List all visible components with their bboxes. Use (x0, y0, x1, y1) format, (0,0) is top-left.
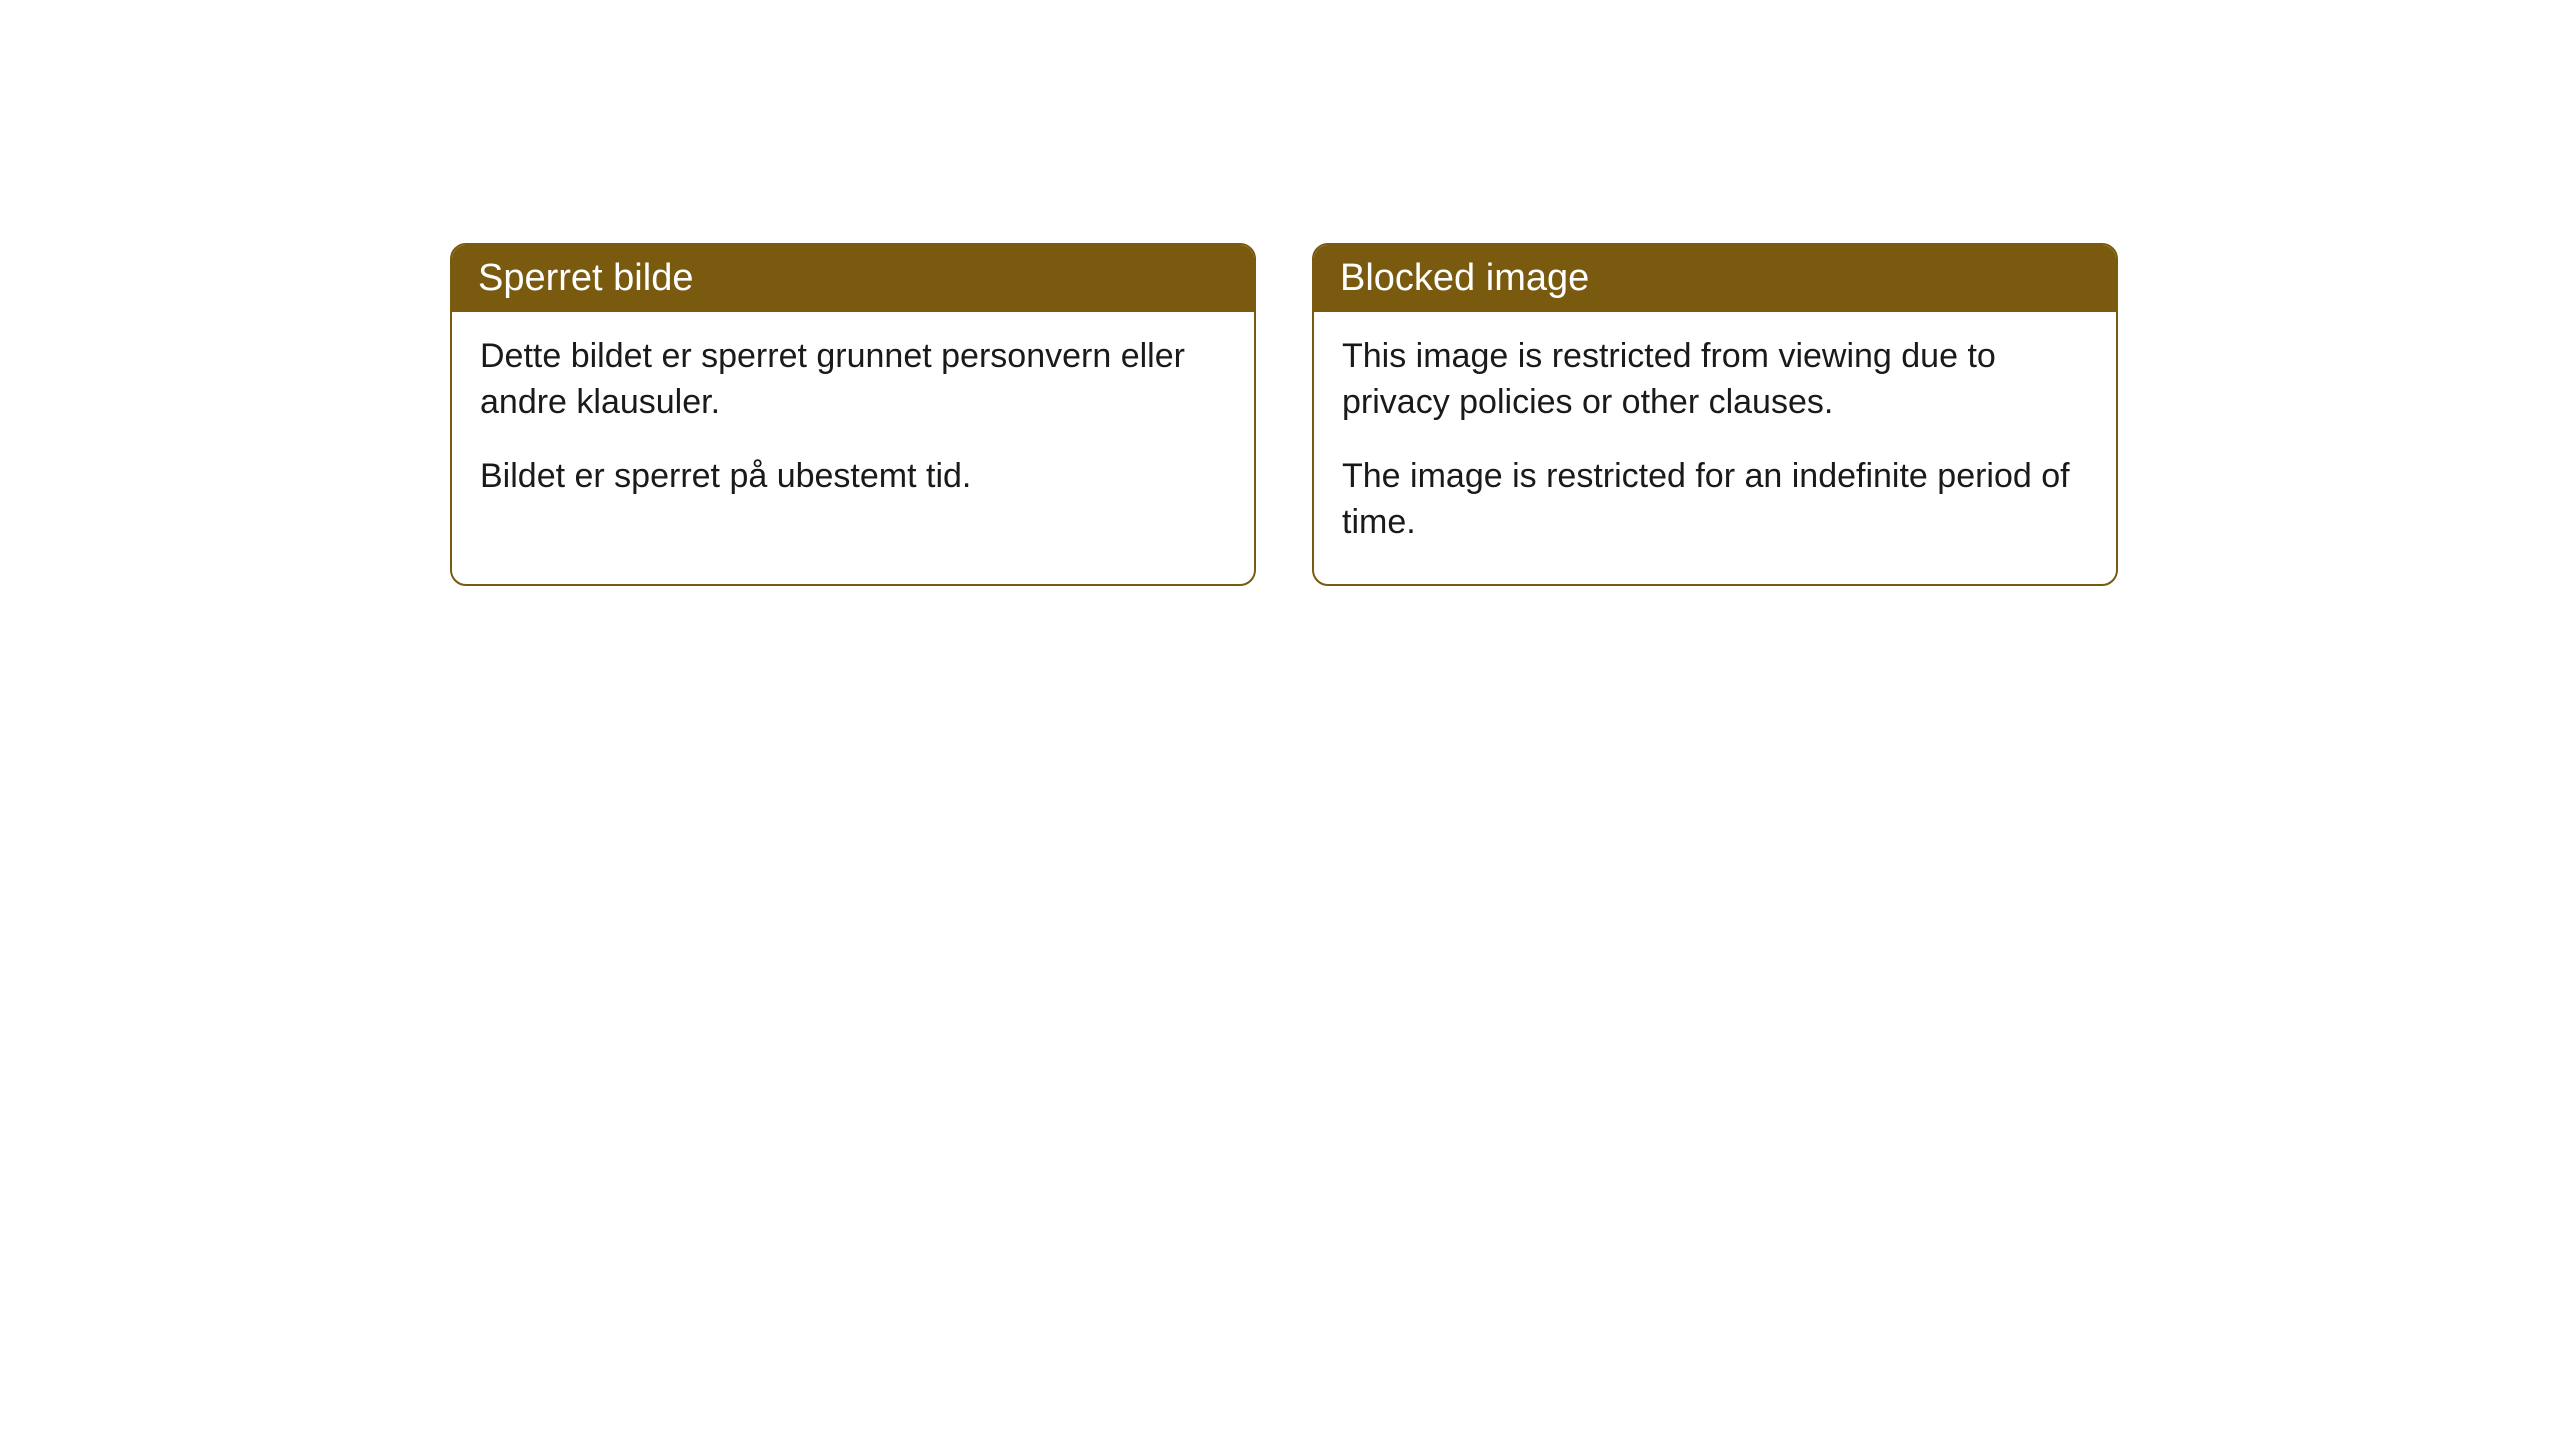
card-paragraph: This image is restricted from viewing du… (1342, 334, 2088, 426)
card-paragraph: Bildet er sperret på ubestemt tid. (480, 454, 1226, 500)
notice-card-norwegian: Sperret bilde Dette bildet er sperret gr… (450, 243, 1256, 586)
card-header: Sperret bilde (452, 245, 1254, 312)
card-title: Sperret bilde (478, 257, 693, 299)
card-body: This image is restricted from viewing du… (1314, 312, 2116, 584)
card-paragraph: The image is restricted for an indefinit… (1342, 454, 2088, 546)
notice-card-english: Blocked image This image is restricted f… (1312, 243, 2118, 586)
card-paragraph: Dette bildet er sperret grunnet personve… (480, 334, 1226, 426)
notice-cards-container: Sperret bilde Dette bildet er sperret gr… (450, 243, 2118, 586)
card-header: Blocked image (1314, 245, 2116, 312)
card-title: Blocked image (1340, 257, 1589, 299)
card-body: Dette bildet er sperret grunnet personve… (452, 312, 1254, 538)
